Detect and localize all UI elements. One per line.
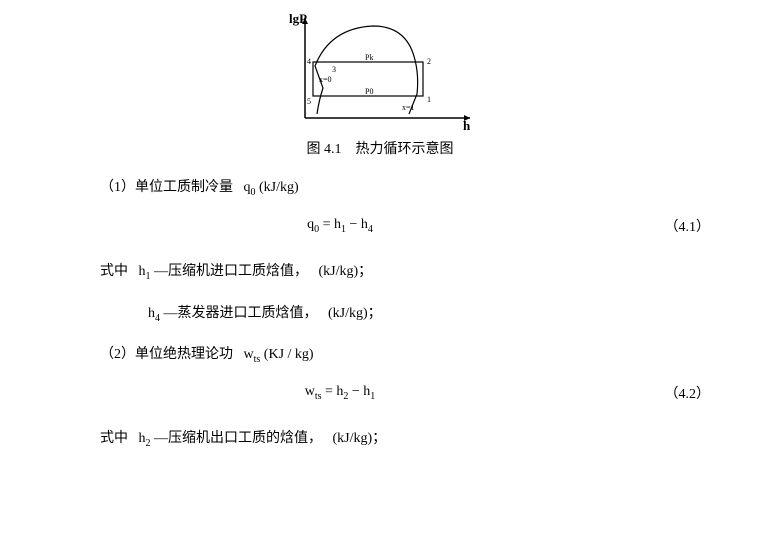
item-2-num: （2） [100,347,135,362]
pt3: 3 [332,65,336,74]
h4-dash: — [164,306,178,321]
pt1: 1 [427,95,431,104]
where-label-2: 式中 [100,431,128,446]
figure-number: 图 4.1 [307,142,342,157]
y-axis-label: lgP [289,11,307,26]
h2-sub: 2 [146,438,151,449]
ph-diagram-svg: 4 3 2 1 5 Pk P0 x=0 x=1 lgP h [275,10,485,130]
item-1: （1）单位工质制冷量 q0 (kJ/kg) [100,176,720,198]
where-label-1: 式中 [100,264,128,279]
eq1-r1: h [334,217,341,232]
item-2-sym: w [244,347,254,362]
pt4: 4 [307,57,311,66]
where-h4: h4 —蒸发器进口工质焓值， (kJ/kg)； [148,302,720,324]
pt5: 5 [307,97,311,106]
eq2-eq: = [321,384,336,399]
label-x1: x=1 [402,103,415,112]
item-1-sym: q [244,180,251,195]
where-h2: 式中 h2 —压缩机出口工质的焓值， (kJ/kg)； [100,427,720,449]
h2-desc: 压缩机出口工质的焓值， [168,431,322,446]
pt2: 2 [427,57,431,66]
figure-caption: 图 4.1 热力循环示意图 [40,138,720,158]
eq2-r2-sub: 1 [370,391,375,402]
figure-title: 热力循环示意图 [356,142,454,157]
item-2: （2）单位绝热理论功 wts (KJ / kg) [100,343,720,365]
h1-sym: h [139,264,146,279]
h4-unit: (kJ/kg)； [328,306,382,321]
item-1-sub: 0 [251,187,256,198]
label-x0: x=0 [319,75,332,84]
item-1-unit: (kJ/kg) [259,180,299,195]
label-p0: P0 [365,87,373,96]
equation-4-2: wts = h2 − h1 （4.2） [40,383,720,403]
eq1-r2: h [361,217,368,232]
h1-unit: (kJ/kg)； [319,264,373,279]
h1-dash: — [154,264,168,279]
eq1-minus: − [346,217,361,232]
eq2-number: （4.2） [640,383,720,403]
eq2-minus: − [348,384,363,399]
where-h1: 式中 h1 —压缩机进口工质焓值， (kJ/kg)； [100,260,720,282]
h2-dash: — [154,431,168,446]
h1-sub: 1 [146,271,151,282]
item-2-name: 单位绝热理论功 [135,347,233,362]
ph-diagram: 4 3 2 1 5 Pk P0 x=0 x=1 lgP h [40,10,720,130]
eq1-number: （4.1） [640,216,720,236]
eq2-lhs: w [305,384,315,399]
x-axis-label: h [463,118,471,130]
eq1-eq: = [319,217,334,232]
label-pk: Pk [365,53,373,62]
h4-sub: 4 [155,312,160,323]
h4-desc: 蒸发器进口工质焓值， [178,306,318,321]
item-1-name: 单位工质制冷量 [135,180,233,195]
h4-sym: h [148,306,155,321]
h1-desc: 压缩机进口工质焓值， [168,264,308,279]
h2-sym: h [139,431,146,446]
eq1-r2-sub: 4 [368,224,373,235]
item-2-unit: (KJ / kg) [264,347,314,362]
h2-unit: (kJ/kg)； [333,431,387,446]
item-1-num: （1） [100,180,135,195]
item-2-sub: ts [254,354,261,365]
equation-4-1: q0 = h1 − h4 （4.1） [40,216,720,236]
